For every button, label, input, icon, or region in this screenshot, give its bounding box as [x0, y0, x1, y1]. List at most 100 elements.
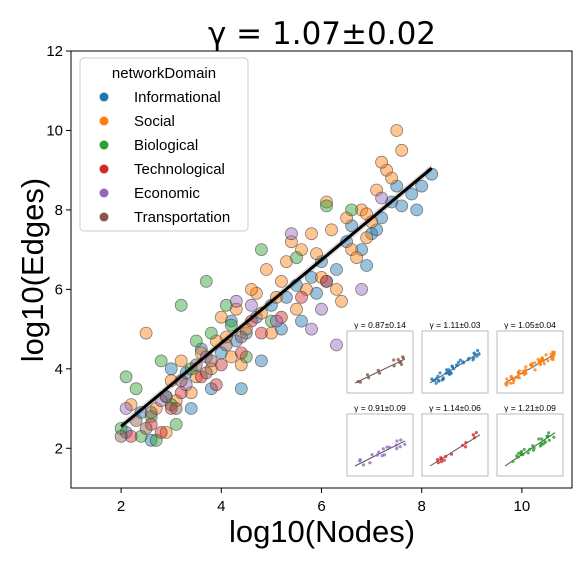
inset-point — [547, 438, 551, 442]
inset-point — [444, 454, 448, 459]
data-point — [139, 421, 153, 435]
data-point — [144, 406, 158, 419]
inset-point — [445, 371, 449, 375]
data-point — [174, 298, 188, 312]
inset-point — [455, 363, 459, 367]
data-point — [395, 199, 409, 213]
inset-point — [431, 378, 435, 382]
inset-point — [398, 445, 402, 449]
inset-point — [368, 461, 372, 465]
inset-title: γ = 1.05±0.04 — [504, 320, 556, 330]
inset-point — [395, 446, 399, 451]
data-point — [204, 354, 218, 368]
legend: networkDomain Informational Social Biologic… — [79, 57, 249, 232]
inset-point — [439, 460, 443, 464]
inset-point — [399, 438, 403, 442]
legend-label: Biological — [134, 137, 198, 154]
data-point — [315, 270, 328, 284]
inset-point — [378, 371, 382, 375]
insets: γ = 0.87±0.14 γ = 1.11±0.03 γ = 1.05±0.04 γ… — [344, 318, 566, 478]
series-economic — [119, 191, 389, 415]
inset-panel: γ = 0.87±0.14 — [344, 318, 416, 395]
inset-point — [543, 440, 547, 444]
data-point — [174, 354, 188, 368]
y-tick-label: 2 — [55, 440, 63, 457]
data-point — [340, 211, 354, 225]
inset-point — [522, 447, 526, 452]
data-point — [244, 282, 258, 296]
data-point — [229, 294, 243, 308]
data-point — [310, 247, 323, 261]
inset-point — [472, 436, 476, 440]
legend-label: Informational — [134, 89, 221, 106]
inset-point — [375, 453, 379, 457]
inset-fit-line — [354, 358, 406, 384]
plot-content — [114, 124, 439, 447]
inset-point — [403, 442, 407, 446]
data-point — [194, 342, 208, 356]
inset-point — [367, 376, 371, 380]
data-point — [259, 263, 273, 276]
inset-point — [399, 360, 403, 364]
inset-point — [516, 370, 521, 374]
data-point — [330, 282, 343, 296]
data-point — [254, 243, 268, 257]
data-point — [390, 179, 404, 193]
data-point — [295, 243, 308, 257]
data-point — [154, 354, 168, 368]
data-point — [360, 259, 374, 272]
data-point — [305, 270, 318, 284]
x-tick-label: 2 — [117, 498, 125, 515]
x-axis-label: log10(Nodes) — [229, 514, 415, 549]
data-point — [169, 402, 183, 415]
data-point — [199, 366, 213, 380]
inset-point — [547, 431, 551, 435]
inset-point — [377, 450, 381, 454]
data-point — [350, 251, 364, 265]
inset-point — [388, 445, 392, 449]
inset-point — [541, 359, 545, 363]
data-point — [305, 322, 318, 336]
inset-point — [542, 362, 546, 366]
data-point — [290, 251, 303, 265]
inset-frame — [496, 413, 564, 477]
data-point — [295, 290, 308, 304]
x-tick-label: 4 — [217, 498, 225, 515]
inset-point — [461, 443, 465, 447]
inset-point — [385, 445, 389, 449]
legend-label: Economic — [134, 185, 200, 202]
inset-point — [537, 437, 541, 441]
data-point — [405, 187, 419, 201]
inset-point — [461, 361, 465, 365]
inset-point — [434, 381, 438, 385]
y-tick-label: 6 — [55, 281, 63, 298]
legend-marker — [99, 92, 109, 102]
inset-point — [438, 371, 442, 375]
data-point — [340, 235, 354, 249]
data-point — [179, 378, 193, 392]
data-point — [335, 294, 348, 308]
inset-point — [361, 463, 366, 467]
data-point — [330, 263, 343, 276]
inset-point — [439, 456, 443, 460]
inset-point — [505, 383, 509, 387]
data-point — [284, 227, 298, 241]
inset-point — [445, 368, 449, 372]
inset-point — [528, 447, 532, 451]
inset-point — [449, 452, 454, 456]
inset-point — [395, 439, 399, 443]
data-point — [310, 286, 323, 300]
inset-point — [381, 447, 385, 451]
inset-point — [549, 352, 553, 357]
legend-marker — [99, 188, 109, 198]
data-point — [370, 223, 384, 237]
data-point — [119, 402, 133, 415]
data-point — [164, 402, 178, 415]
legend-marker — [99, 140, 109, 150]
inset-point — [539, 443, 543, 447]
inset-point — [540, 356, 544, 361]
legend-label: Technological — [134, 161, 225, 178]
inset-fit-line — [504, 353, 556, 384]
inset-point — [551, 356, 555, 360]
data-point — [320, 274, 333, 288]
